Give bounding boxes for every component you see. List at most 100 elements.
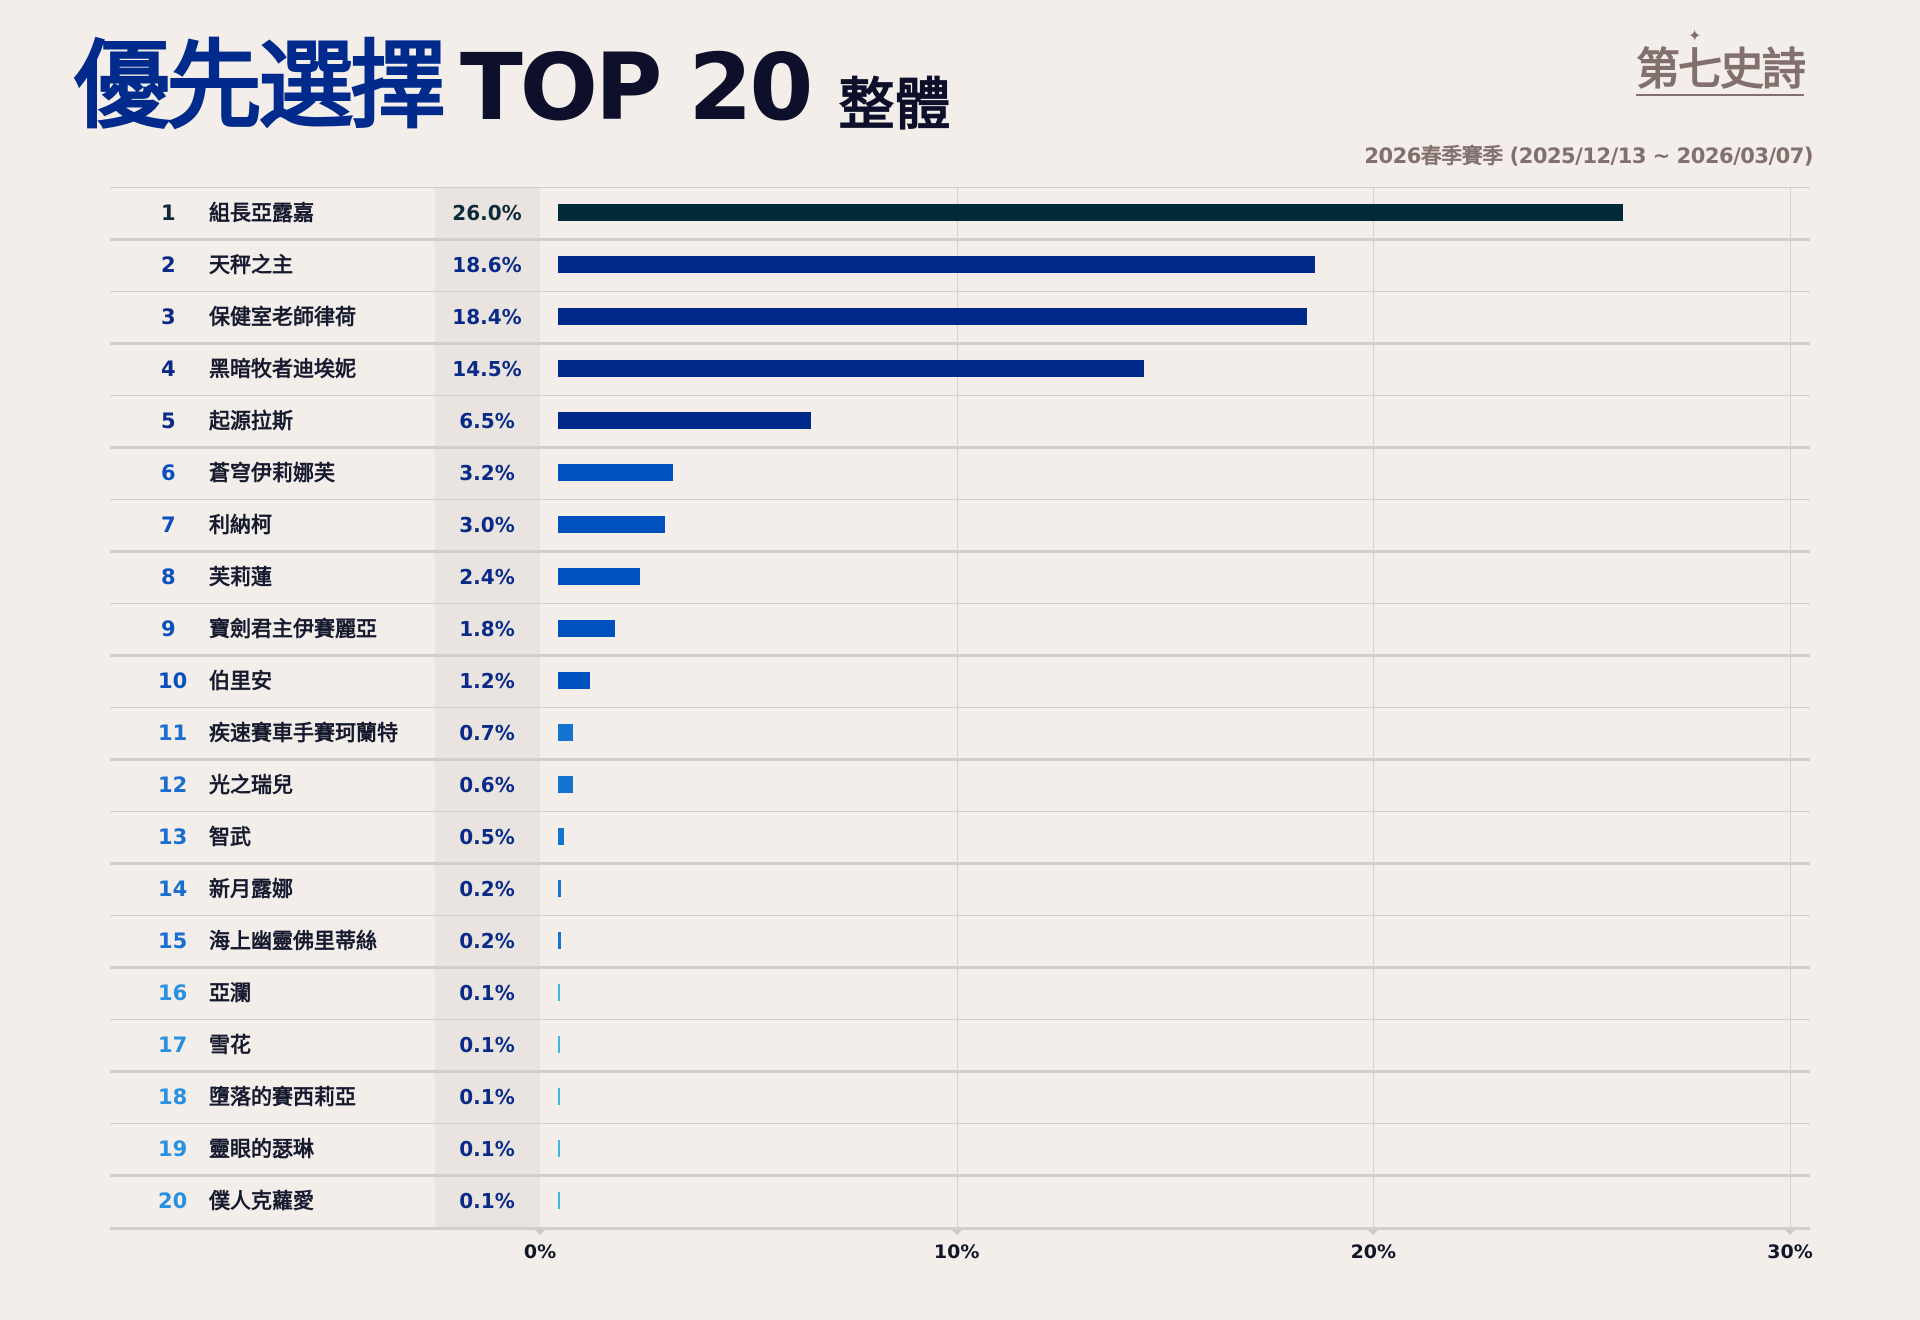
percent-label: 0.1% [459, 1189, 515, 1213]
row-divider [110, 811, 1810, 812]
bar [558, 828, 564, 845]
percent-label: 0.7% [459, 721, 515, 745]
hero-name: 疾速賽車手賽珂蘭特 [209, 721, 398, 745]
row-divider [110, 342, 1810, 345]
percent-label: 26.0% [452, 201, 522, 225]
star-icon: ✦ [1688, 26, 1702, 45]
row-divider [110, 499, 1810, 500]
row-divider [110, 1227, 1810, 1230]
rank-number: 1 [161, 201, 176, 225]
table-row: 20 僕人克蘿愛 0.1% [110, 1175, 1810, 1227]
rank-number: 5 [161, 409, 176, 433]
rank-number: 11 [158, 721, 188, 745]
hero-name: 海上幽靈佛里蒂絲 [209, 929, 377, 953]
percent-label: 0.1% [459, 981, 515, 1005]
rank-number: 9 [161, 617, 176, 641]
hero-name: 利納柯 [209, 513, 272, 537]
bar [558, 1036, 560, 1053]
table-row: 2 天秤之主 18.6% [110, 239, 1810, 291]
percent-label: 0.1% [459, 1137, 515, 1161]
percent-label: 1.2% [459, 669, 515, 693]
bar [558, 568, 640, 585]
season-label: 2026春季賽季 (2025/12/13 ~ 2026/03/07) [1364, 144, 1813, 168]
table-row: 3 保健室老師律荷 18.4% [110, 291, 1810, 343]
rank-number: 13 [158, 825, 188, 849]
hero-name: 芙莉蓮 [209, 565, 272, 589]
x-tick-label: 20% [1350, 1241, 1397, 1263]
percent-label: 0.5% [459, 825, 515, 849]
percent-label: 0.1% [459, 1085, 515, 1109]
table-row: 4 黑暗牧者迪埃妮 14.5% [110, 343, 1810, 395]
hero-name: 天秤之主 [209, 253, 293, 277]
tick-marker [532, 1227, 548, 1235]
rank-number: 15 [158, 929, 188, 953]
hero-name: 寶劍君主伊賽麗亞 [209, 617, 377, 641]
percent-label: 0.6% [459, 773, 515, 797]
percent-label: 18.6% [452, 253, 522, 277]
row-divider [110, 1070, 1810, 1073]
bar [558, 776, 573, 793]
percent-label: 6.5% [459, 409, 515, 433]
table-row: 10 伯里安 1.2% [110, 655, 1810, 707]
rank-number: 14 [158, 877, 188, 901]
bar [558, 984, 560, 1001]
hero-name: 組長亞露嘉 [209, 201, 314, 225]
bar [558, 932, 561, 949]
tick-marker [1365, 1227, 1382, 1235]
rank-number: 20 [158, 1189, 188, 1213]
hero-name: 智武 [209, 825, 251, 849]
row-divider [110, 291, 1810, 292]
rank-number: 3 [161, 305, 176, 329]
x-tick-label: 0% [523, 1241, 557, 1263]
bar [558, 412, 811, 429]
table-row: 17 雪花 0.1% [110, 1019, 1810, 1071]
bar [558, 672, 590, 689]
bar [558, 880, 561, 897]
rank-number: 17 [158, 1033, 188, 1057]
hero-name: 蒼穹伊莉娜芙 [209, 461, 335, 485]
row-divider [110, 1123, 1810, 1124]
rank-number: 12 [158, 773, 188, 797]
table-row: 14 新月露娜 0.2% [110, 863, 1810, 915]
bar [558, 360, 1145, 377]
hero-name: 起源拉斯 [209, 409, 293, 433]
bar [558, 1140, 560, 1157]
table-row: 18 墮落的賽西莉亞 0.1% [110, 1071, 1810, 1123]
bar [558, 620, 615, 637]
row-divider [110, 550, 1810, 553]
x-tick-label: 10% [933, 1241, 980, 1263]
row-divider [110, 707, 1810, 708]
bar [558, 308, 1307, 325]
hero-name: 墮落的賽西莉亞 [209, 1085, 356, 1109]
row-divider [110, 395, 1810, 396]
row-divider [110, 1019, 1810, 1020]
bar [558, 204, 1624, 221]
table-row: 1 組長亞露嘉 26.0% [110, 187, 1810, 239]
row-divider [110, 187, 1810, 188]
page-title: 優先選擇 TOP 20 整體 [74, 38, 950, 134]
logo-text: 第七史詩 [1636, 44, 1806, 97]
hero-name: 黑暗牧者迪埃妮 [209, 357, 356, 381]
table-row: 19 靈眼的瑟琳 0.1% [110, 1123, 1810, 1175]
row-divider [110, 758, 1810, 761]
rank-number: 19 [158, 1137, 188, 1161]
row-divider [110, 966, 1810, 969]
hero-name: 光之瑞兒 [209, 773, 293, 797]
percent-label: 1.8% [459, 617, 515, 641]
row-divider [110, 446, 1810, 449]
bar [558, 1192, 560, 1209]
row-divider [110, 862, 1810, 865]
title-zh: 優先選擇 [74, 30, 446, 142]
percent-label: 3.2% [459, 461, 515, 485]
percent-label: 14.5% [452, 357, 522, 381]
row-divider [110, 915, 1810, 916]
bar [558, 516, 665, 533]
row-divider [110, 654, 1810, 657]
rank-number: 10 [158, 669, 188, 693]
hero-name: 保健室老師律荷 [209, 305, 356, 329]
table-row: 6 蒼穹伊莉娜芙 3.2% [110, 447, 1810, 499]
percent-label: 18.4% [452, 305, 522, 329]
tick-marker [1782, 1227, 1798, 1235]
bar [558, 724, 573, 741]
